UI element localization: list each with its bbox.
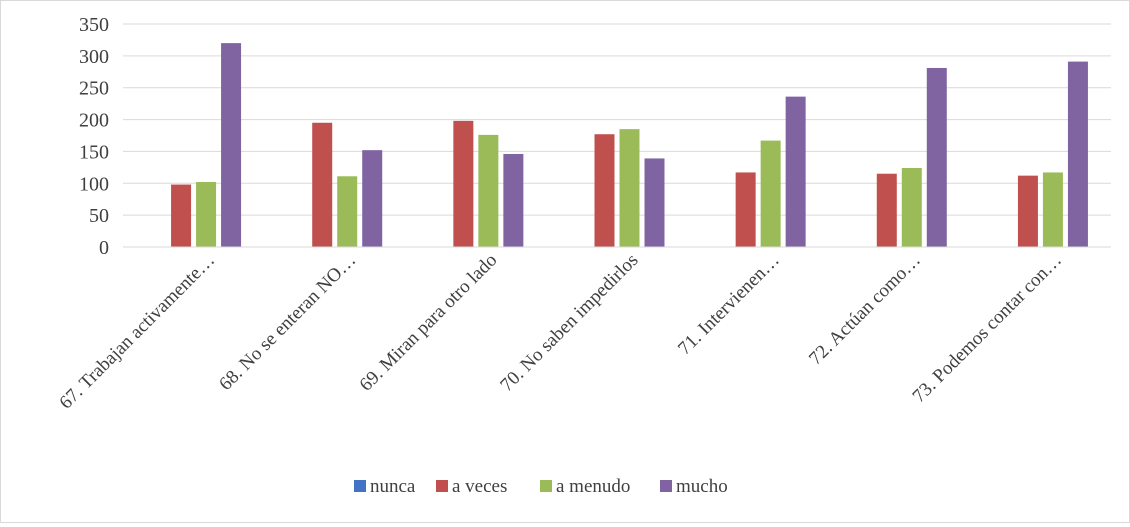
bar-mucho-2 [362,150,383,247]
category-labels: 67. Trabajan activamente…68. No se enter… [55,250,1066,414]
bar-mucho-7 [1067,61,1088,247]
bar-a-veces-2 [312,122,333,247]
category-label: 69. Miran para otro lado [356,250,502,396]
y-tick-label: 100 [79,173,109,195]
bar-a-veces-5 [735,172,756,247]
bar-a-menudo-5 [760,140,781,247]
y-tick-label: 350 [79,14,109,36]
bar-a-veces-4 [594,134,615,247]
bar-mucho-1 [221,43,242,247]
bar-a-menudo-7 [1042,172,1063,247]
y-tick-label: 250 [79,78,109,100]
bar-mucho-6 [926,67,947,247]
category-label: 73. Podemos contar con… [909,250,1066,407]
bars [171,43,1088,248]
legend-swatch-mucho [660,480,672,492]
category-label: 67. Trabajan activamente… [55,250,219,414]
legend: nunca a veces a menudo mucho [354,476,728,497]
legend-label-a-menudo: a menudo [556,476,630,497]
category-label: 71. Intervienen… [674,250,784,360]
y-axis-tick-labels: 0 50 100 150 200 250 300 350 [79,14,109,259]
bar-a-menudo-3 [478,134,499,247]
bar-a-veces-3 [453,120,474,247]
bar-a-menudo-4 [619,129,640,247]
legend-label-nunca: nunca [370,476,416,497]
y-tick-label: 0 [99,237,109,259]
bar-a-veces-7 [1017,175,1038,247]
category-label: 68. No se enteran NO… [215,250,360,395]
legend-swatch-a-menudo [540,480,552,492]
bar-a-menudo-2 [337,176,358,247]
bar-mucho-5 [785,96,806,248]
bar-mucho-3 [503,153,524,247]
gridlines [123,23,1111,216]
y-tick-label: 200 [79,110,109,132]
bar-mucho-4 [644,158,665,247]
legend-label-mucho: mucho [676,476,728,497]
legend-swatch-nunca [354,480,366,492]
category-label: 70. No saben impedirlos [496,250,642,396]
bar-a-menudo-1 [196,182,217,247]
bar-a-menudo-6 [901,167,922,247]
bar-a-veces-1 [171,184,192,247]
y-tick-label: 50 [89,205,109,227]
category-label: 72. Actúan como… [805,250,925,370]
legend-label-a-veces: a veces [452,476,507,497]
y-tick-label: 300 [79,46,109,68]
y-tick-label: 150 [79,141,109,163]
bar-a-veces-6 [876,173,897,247]
legend-swatch-a-veces [436,480,448,492]
